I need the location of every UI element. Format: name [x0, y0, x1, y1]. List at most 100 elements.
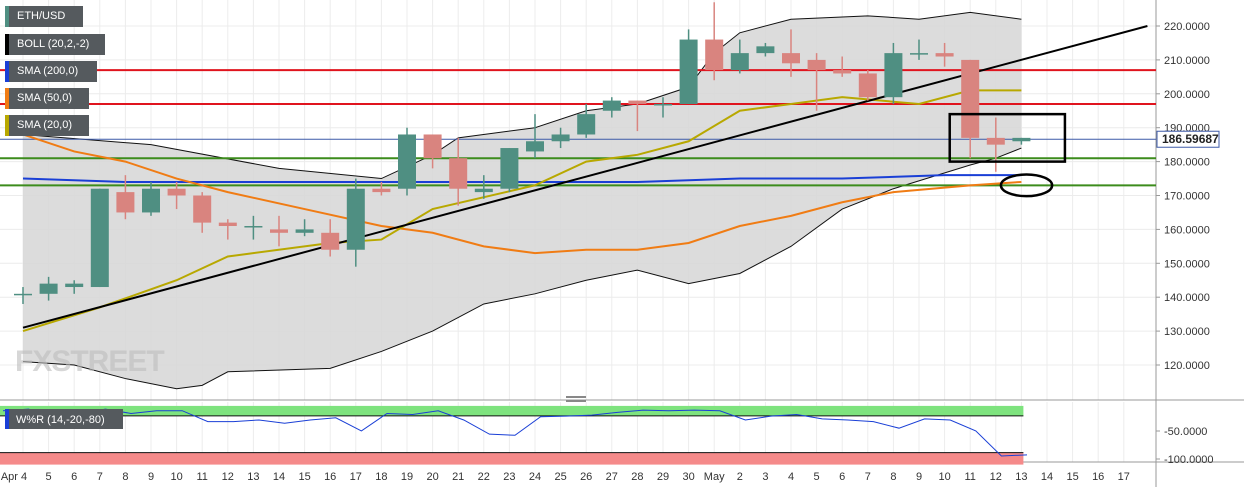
time-tick-label: 18: [375, 471, 387, 483]
annotations: [948, 112, 1067, 198]
last-price-box: [1156, 130, 1220, 148]
candle: [910, 39, 928, 60]
legend-item[interactable]: ETH/USD: [5, 6, 83, 27]
candle-body: [1012, 137, 1031, 142]
candle: [244, 215, 263, 240]
candle: [833, 56, 852, 77]
wr-tick-label: -50.0000: [1164, 426, 1207, 438]
time-tick-label: 5: [46, 471, 52, 483]
candle-body: [398, 134, 416, 189]
time-tick-label: 25: [554, 471, 566, 483]
time-tick-label: 13: [247, 471, 259, 483]
candle-body: [167, 188, 186, 196]
candle-body: [218, 222, 237, 227]
panel-handle: [566, 400, 586, 402]
time-tick-label: 11: [964, 471, 975, 483]
time-tick-label: 7: [865, 471, 871, 483]
candle: [884, 42, 903, 104]
time-tick-label: Apr 4: [1, 471, 27, 483]
time-tick-label: 6: [839, 471, 845, 483]
candle-body: [654, 103, 672, 106]
candle: [372, 181, 391, 196]
time-tick-label: 28: [631, 471, 643, 483]
time-tick-label: 16: [324, 471, 336, 483]
candle-body: [910, 53, 928, 55]
candle: [167, 181, 186, 210]
time-tick-label: 20: [426, 471, 438, 483]
legend-item[interactable]: SMA (50,0): [5, 88, 89, 109]
candle: [807, 53, 826, 111]
candle: [756, 42, 775, 57]
candle-body: [14, 293, 32, 296]
candle-body: [756, 46, 775, 54]
candle-body: [372, 188, 391, 193]
price-tick-label: 170.0000: [1164, 191, 1210, 203]
time-tick-label: 16: [1092, 471, 1104, 483]
candle-body: [986, 137, 1005, 145]
last-price-marker: 186.59687: [1156, 130, 1220, 148]
time-tick-label: 5: [814, 471, 820, 483]
last-price-label: 186.59687: [1162, 132, 1219, 146]
candle: [782, 29, 800, 77]
time-tick-label: 19: [401, 471, 413, 483]
candle: [116, 175, 135, 220]
candle: [705, 2, 724, 81]
candle-body: [935, 53, 954, 57]
candle: [526, 114, 544, 159]
time-tick-label: 26: [580, 471, 592, 483]
price-tick-label: 120.0000: [1164, 360, 1210, 372]
legend-swatch: [5, 34, 9, 55]
candle: [193, 192, 212, 233]
time-tick-label: 17: [350, 471, 362, 483]
candle-body: [449, 158, 468, 189]
wr-oversold-band: [0, 452, 1024, 465]
time-tick-label: 22: [478, 471, 490, 483]
candle-body: [705, 39, 724, 71]
time-tick-label: 8: [122, 471, 128, 483]
candle: [142, 181, 160, 216]
wr-label: W%R (14,-20,-80): [16, 414, 105, 426]
candle-body: [884, 53, 903, 98]
candles: [14, 2, 1031, 304]
wr-tick-label: -100.0000: [1164, 454, 1214, 466]
time-tick-label: 3: [762, 471, 768, 483]
candle-body: [65, 283, 84, 288]
time-tick-label: 23: [503, 471, 515, 483]
candle-body: [295, 229, 314, 233]
candle-body: [526, 141, 544, 152]
highlight-ellipse: [999, 173, 1054, 198]
legend-item[interactable]: BOLL (20,2,-2): [5, 34, 105, 55]
price-tick-label: 150.0000: [1164, 258, 1210, 270]
legend-label: SMA (20,0): [17, 119, 73, 131]
candle-body: [961, 59, 980, 138]
wr-label-box: [5, 409, 123, 429]
price-tick-label: 220.0000: [1164, 21, 1210, 33]
legend-label: SMA (200,0): [17, 65, 79, 77]
legend-item[interactable]: SMA (200,0): [5, 61, 97, 82]
legend-label: BOLL (20,2,-2): [17, 38, 90, 50]
panel-handle: [566, 396, 586, 398]
candle: [90, 188, 109, 288]
candle-body: [833, 70, 852, 74]
price-tick-label: 200.0000: [1164, 89, 1210, 101]
price-axis: 120.0000 130.0000 140.0000 150.0000 160.0000…: [1156, 21, 1210, 372]
time-tick-label: 2: [737, 471, 743, 483]
time-tick-label: 9: [148, 471, 154, 483]
time-tick-label: May: [704, 471, 725, 483]
wr-label-swatch: [5, 409, 9, 429]
candle-body: [730, 53, 749, 71]
time-tick-label: 8: [890, 471, 896, 483]
candle: [577, 103, 596, 138]
candle: [858, 70, 877, 101]
legend-item[interactable]: SMA (20,0): [5, 115, 89, 136]
candle: [423, 134, 442, 169]
time-tick-label: 13: [1015, 471, 1027, 483]
candle-body: [346, 188, 365, 250]
candle: [628, 100, 647, 132]
candle: [935, 42, 954, 67]
candle-body: [474, 188, 493, 193]
candle: [500, 148, 519, 193]
candle: [295, 219, 314, 237]
sma200-line: [22, 174, 1022, 183]
candle: [65, 280, 84, 294]
